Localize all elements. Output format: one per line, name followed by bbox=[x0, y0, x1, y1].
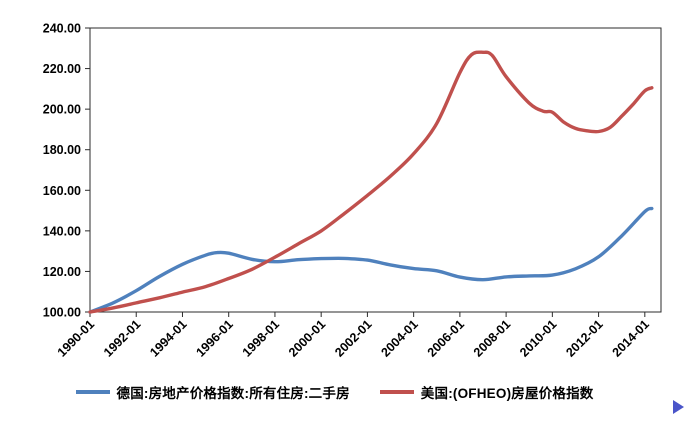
corner-arrow-icon bbox=[673, 400, 684, 414]
y-tick-label: 140.00 bbox=[43, 224, 81, 238]
x-tick-label: 2012-01 bbox=[563, 317, 605, 359]
x-tick-label: 2004-01 bbox=[378, 317, 420, 359]
y-tick-label: 100.00 bbox=[43, 306, 81, 320]
x-tick-label: 2014-01 bbox=[610, 317, 652, 359]
y-tick-label: 120.00 bbox=[43, 265, 81, 279]
y-tick-label: 180.00 bbox=[43, 143, 81, 157]
y-axis: 100.00 120.00 140.00 160.00 180.00 200.00 220.… bbox=[43, 22, 90, 320]
x-tick-label: 1998-01 bbox=[240, 317, 282, 359]
chart-legend: 德国:房地产价格指数:所有住房:二手房 美国:(OFHEO)房屋价格指数 bbox=[0, 382, 669, 402]
x-tick-label: 2008-01 bbox=[471, 317, 513, 359]
legend-item-us: 美国:(OFHEO)房屋价格指数 bbox=[379, 382, 594, 402]
y-tick-label: 200.00 bbox=[43, 103, 81, 117]
x-axis: 1990-01 1992-01 1994-01 1996-01 1998-01 2000-… bbox=[55, 312, 652, 360]
germany-line-swatch bbox=[75, 390, 110, 394]
series-line-us bbox=[88, 50, 654, 314]
legend-item-germany: 德国:房地产价格指数:所有住房:二手房 bbox=[75, 382, 350, 402]
legend-label-germany: 德国:房地产价格指数:所有住房:二手房 bbox=[116, 386, 350, 401]
y-tick-label: 160.00 bbox=[43, 184, 81, 198]
us-line-swatch bbox=[379, 390, 414, 394]
x-tick-label: 2006-01 bbox=[425, 317, 467, 359]
x-tick-label: 1992-01 bbox=[101, 317, 143, 359]
x-tick-label: 2010-01 bbox=[517, 317, 559, 359]
y-tick-label: 220.00 bbox=[43, 62, 81, 76]
x-tick-label: 2000-01 bbox=[286, 317, 328, 359]
legend-label-us: 美国:(OFHEO)房屋价格指数 bbox=[420, 386, 594, 401]
x-tick-label: 1994-01 bbox=[147, 317, 189, 359]
series-line-germany bbox=[88, 206, 654, 314]
x-tick-label: 1996-01 bbox=[193, 317, 235, 359]
plot-border bbox=[89, 27, 662, 313]
x-tick-label: 1990-01 bbox=[55, 317, 97, 359]
x-tick-label: 2002-01 bbox=[332, 317, 374, 359]
y-tick-label: 240.00 bbox=[43, 22, 81, 36]
